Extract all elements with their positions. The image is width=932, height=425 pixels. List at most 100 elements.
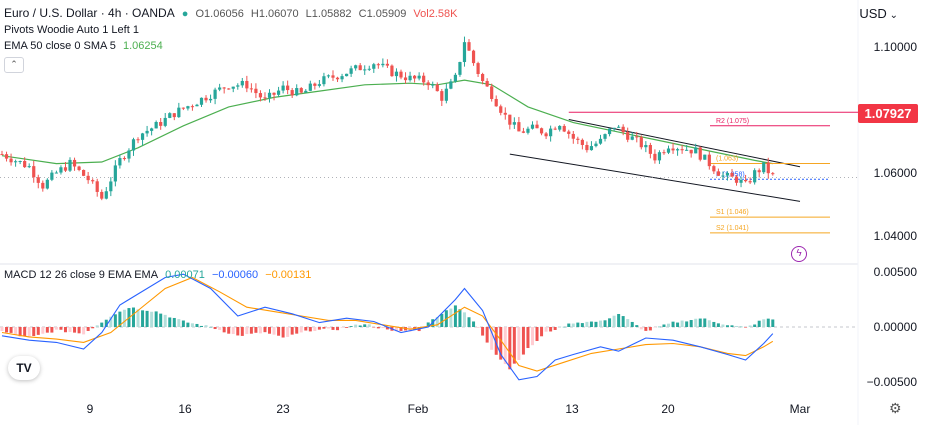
candle-body[interactable]: [666, 148, 671, 153]
candle-body[interactable]: [417, 75, 421, 79]
candle-body[interactable]: [159, 122, 163, 126]
candle-body[interactable]: [499, 106, 503, 113]
candle-body[interactable]: [281, 85, 285, 91]
candle-body[interactable]: [72, 159, 77, 167]
candle-body[interactable]: [122, 158, 127, 160]
candle-body[interactable]: [313, 83, 317, 86]
candle-body[interactable]: [585, 144, 589, 151]
candle-body[interactable]: [372, 64, 376, 69]
candle-body[interactable]: [635, 136, 639, 138]
gear-icon[interactable]: ⚙: [889, 400, 902, 416]
candle-body[interactable]: [276, 90, 281, 95]
candle-body[interactable]: [462, 42, 467, 63]
candle-body[interactable]: [41, 182, 45, 189]
candle-body[interactable]: [549, 128, 553, 137]
candle-body[interactable]: [694, 147, 698, 154]
candle-body[interactable]: [267, 92, 272, 98]
candle-body[interactable]: [104, 191, 108, 199]
candle-body[interactable]: [485, 80, 489, 87]
candle-body[interactable]: [675, 149, 680, 151]
currency-selector[interactable]: USD ⌄: [859, 6, 898, 21]
candle-body[interactable]: [435, 84, 439, 92]
candle-body[interactable]: [145, 130, 149, 134]
candle-body[interactable]: [576, 138, 580, 140]
candle-body[interactable]: [363, 69, 367, 71]
candle-body[interactable]: [127, 150, 131, 159]
candle-body[interactable]: [671, 148, 675, 151]
candle-body[interactable]: [617, 126, 621, 128]
candle-body[interactable]: [653, 153, 657, 161]
candle-body[interactable]: [567, 131, 571, 134]
candle-body[interactable]: [168, 113, 172, 118]
candle-body[interactable]: [286, 85, 290, 91]
candle-body[interactable]: [59, 167, 63, 173]
candle-body[interactable]: [304, 90, 308, 93]
candle-body[interactable]: [598, 138, 603, 144]
candle-body[interactable]: [508, 114, 512, 125]
candle-body[interactable]: [326, 75, 331, 77]
candle-body[interactable]: [494, 98, 498, 107]
candle-body[interactable]: [607, 128, 612, 135]
candle-body[interactable]: [299, 88, 303, 93]
candle-body[interactable]: [186, 106, 190, 109]
candle-body[interactable]: [689, 149, 693, 154]
candle-body[interactable]: [571, 133, 575, 139]
candle-body[interactable]: [526, 128, 530, 133]
macd-signal-line[interactable]: [1, 276, 774, 372]
candle-body[interactable]: [626, 132, 630, 140]
candle-body[interactable]: [539, 128, 544, 134]
candle-body[interactable]: [558, 125, 562, 130]
candle-body[interactable]: [544, 133, 548, 137]
candle-body[interactable]: [9, 158, 13, 163]
candle-body[interactable]: [322, 76, 326, 85]
macd-legend[interactable]: MACD 12 26 close 9 EMA EMA 0.00071 −0.00…: [4, 269, 315, 281]
candle-body[interactable]: [530, 124, 535, 129]
candle-body[interactable]: [77, 166, 81, 170]
candle-body[interactable]: [340, 76, 344, 80]
candle-body[interactable]: [181, 107, 185, 109]
candle-body[interactable]: [86, 175, 90, 181]
candle-body[interactable]: [413, 75, 417, 79]
candle-body[interactable]: [503, 112, 507, 115]
candle-body[interactable]: [381, 63, 385, 66]
candle-body[interactable]: [648, 145, 652, 154]
collapse-legend-button[interactable]: ⌃: [4, 57, 24, 73]
candle-body[interactable]: [481, 74, 485, 81]
candle-body[interactable]: [517, 122, 521, 132]
candle-body[interactable]: [45, 179, 49, 189]
candle-body[interactable]: [644, 145, 648, 148]
candle-body[interactable]: [95, 181, 99, 192]
symbol-header[interactable]: Euro / U.S. Dollar · 4h · OANDA ● O1.060…: [4, 6, 461, 20]
candle-body[interactable]: [367, 68, 371, 70]
candle-body[interactable]: [258, 93, 263, 98]
macd-line[interactable]: [1, 273, 774, 381]
candle-body[interactable]: [639, 137, 643, 148]
candle-body[interactable]: [385, 63, 389, 66]
candle-body[interactable]: [140, 133, 145, 140]
candle-body[interactable]: [553, 128, 557, 130]
candle-body[interactable]: [490, 86, 494, 99]
candle-body[interactable]: [63, 167, 68, 171]
candle-body[interactable]: [703, 154, 707, 160]
candle-body[interactable]: [662, 152, 666, 154]
candle-body[interactable]: [331, 75, 335, 78]
candle-body[interactable]: [403, 77, 408, 81]
candle-body[interactable]: [431, 84, 435, 86]
candle-body[interactable]: [136, 139, 140, 141]
candle-body[interactable]: [317, 84, 321, 86]
candle-body[interactable]: [657, 152, 662, 161]
candle-body[interactable]: [263, 97, 267, 99]
candle-body[interactable]: [408, 75, 412, 81]
candle-body[interactable]: [521, 131, 526, 133]
candle-body[interactable]: [240, 80, 244, 86]
candle-body[interactable]: [118, 158, 122, 166]
candle-body[interactable]: [589, 146, 594, 151]
candle-body[interactable]: [91, 180, 95, 182]
tradingview-logo-icon[interactable]: TV: [8, 356, 40, 380]
candle-body[interactable]: [163, 117, 167, 126]
candle-body[interactable]: [712, 166, 716, 172]
candle-body[interactable]: [730, 172, 734, 177]
candle-body[interactable]: [295, 88, 299, 96]
candle-body[interactable]: [54, 172, 59, 174]
